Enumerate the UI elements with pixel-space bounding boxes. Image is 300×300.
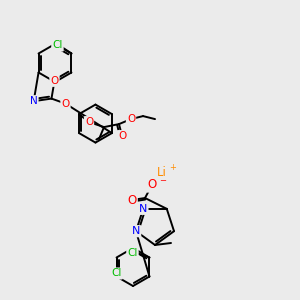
- Text: Cl: Cl: [52, 40, 63, 50]
- Text: N: N: [132, 226, 140, 236]
- Text: O: O: [61, 99, 70, 109]
- Text: O: O: [127, 114, 135, 124]
- Text: O: O: [85, 117, 93, 127]
- Text: +: +: [169, 163, 176, 172]
- Text: O: O: [128, 194, 136, 206]
- Text: O: O: [50, 76, 59, 86]
- Text: Cl: Cl: [127, 248, 138, 257]
- Text: Cl: Cl: [111, 268, 122, 278]
- Text: Li: Li: [157, 166, 167, 178]
- Text: O: O: [118, 131, 126, 141]
- Text: N: N: [139, 204, 147, 214]
- Text: −: −: [159, 176, 166, 185]
- Text: O: O: [147, 178, 157, 191]
- Text: N: N: [30, 96, 38, 106]
